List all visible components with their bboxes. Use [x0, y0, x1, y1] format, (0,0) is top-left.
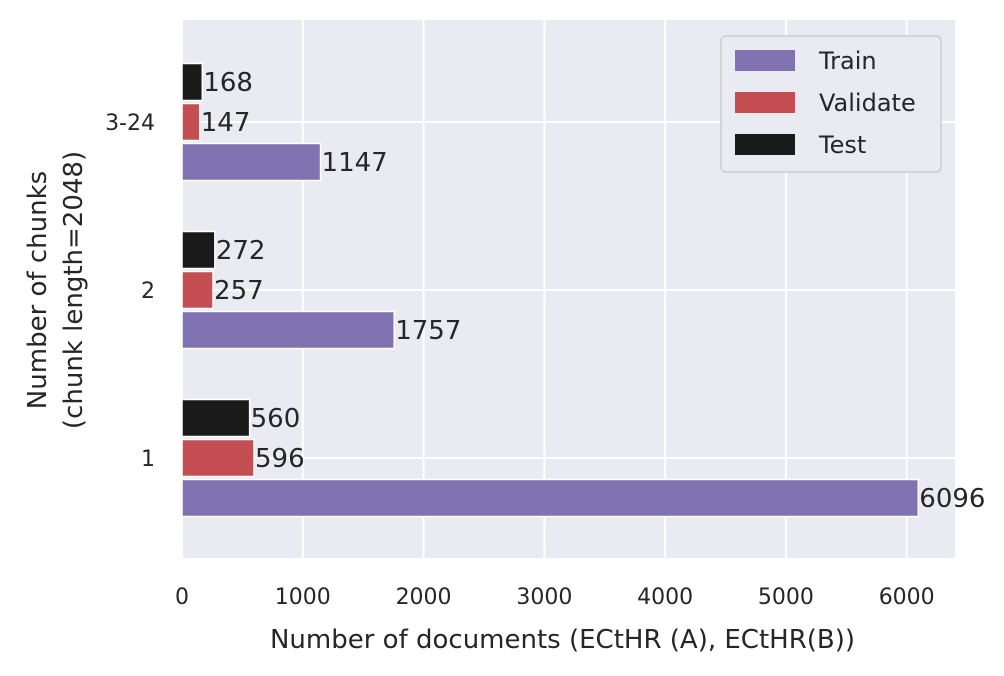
data-label-train-1: 6096 [919, 484, 985, 514]
bar-validate-3-24 [181, 102, 201, 142]
data-label-test-2: 272 [216, 236, 266, 266]
x-axis-label: Number of documents (ECtHR (A), ECtHR(B)… [270, 625, 855, 655]
bar-validate-1 [181, 438, 255, 478]
x-tick-label: 0 [175, 585, 189, 610]
bar-test-2 [181, 230, 216, 270]
x-tick-label: 6000 [879, 585, 935, 610]
legend-label-test: Test [818, 131, 866, 159]
data-label-train-2: 1757 [395, 316, 461, 346]
data-label-test-3-24: 168 [203, 68, 253, 98]
data-label-train-3-24: 1147 [322, 148, 388, 178]
y-axis-label-line-2: (chunk length=2048) [59, 151, 89, 429]
legend-swatch-test [735, 134, 795, 155]
data-label-validate-1: 596 [255, 444, 305, 474]
x-tick-label: 3000 [516, 585, 572, 610]
legend-label-train: Train [818, 47, 877, 75]
x-tick-label: 1000 [275, 585, 331, 610]
y-tick-labels: 1 2 3-24 [105, 111, 155, 472]
data-labels-group: 6096 1757 1147 596 257 147 560 272 168 [201, 68, 986, 514]
data-label-test-1: 560 [251, 404, 301, 434]
bar-train-1 [181, 478, 920, 518]
y-tick-label: 2 [141, 279, 155, 304]
x-tick-labels: 0 1000 2000 3000 4000 5000 6000 [175, 585, 935, 610]
x-tick-label: 5000 [758, 585, 814, 610]
bar-test-3-24 [181, 62, 204, 102]
y-tick-label: 3-24 [105, 111, 155, 136]
x-tick-label: 2000 [396, 585, 452, 610]
y-tick-label: 1 [141, 447, 155, 472]
bar-train-3-24 [181, 142, 322, 182]
bar-validate-2 [181, 270, 214, 310]
legend-swatch-train [735, 50, 795, 71]
bar-test-1 [181, 398, 251, 438]
x-tick-label: 4000 [637, 585, 693, 610]
legend: Train Validate Test [720, 35, 942, 173]
legend-label-validate: Validate [819, 89, 916, 117]
data-label-validate-3-24: 147 [201, 108, 251, 138]
bar-train-2 [181, 310, 395, 350]
data-label-validate-2: 257 [214, 276, 264, 306]
legend-swatch-validate [735, 92, 795, 113]
bars-group [181, 62, 920, 518]
y-axis-label-line-1: Number of chunks [23, 171, 53, 409]
